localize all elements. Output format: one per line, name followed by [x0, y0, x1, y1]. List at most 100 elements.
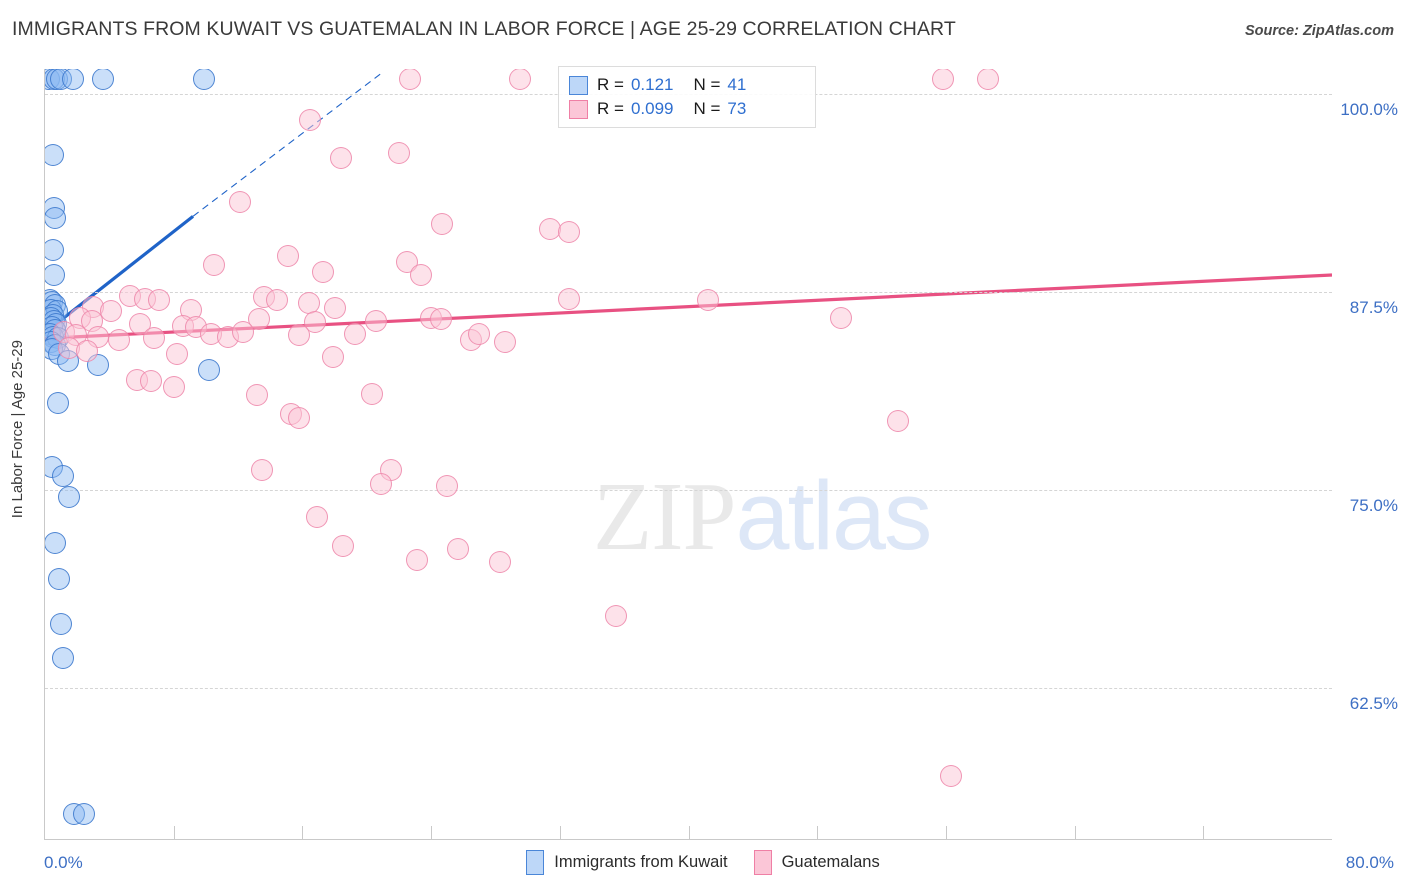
gridline: [45, 688, 1332, 690]
scatter-point-blue: [48, 568, 71, 591]
scatter-point-pink: [265, 289, 288, 312]
scatter-point-pink: [344, 322, 367, 345]
scatter-point-pink: [468, 322, 491, 345]
scatter-point-blue: [45, 531, 66, 554]
x-axis-tick: [945, 826, 947, 839]
stats-row-guatemalans: R = 0.099 N = 73: [569, 97, 805, 121]
n-value-guatemalans: 73: [727, 99, 747, 118]
x-axis-tick: [431, 826, 433, 839]
y-axis-title: In Labor Force | Age 25-29: [9, 340, 26, 519]
scatter-point-blue: [45, 263, 65, 286]
scatter-point-pink: [365, 309, 388, 332]
scatter-point-pink: [387, 141, 410, 164]
scatter-point-pink: [370, 473, 393, 496]
scatter-point-pink: [931, 69, 954, 90]
r-label-guatemalans: R =: [597, 99, 624, 118]
scatter-point-pink: [305, 506, 328, 529]
scatter-point-pink: [288, 324, 311, 347]
scatter-point-blue: [50, 612, 73, 635]
gridline: [45, 490, 1332, 492]
scatter-point-blue: [198, 359, 221, 382]
x-axis-tick: [817, 826, 819, 839]
scatter-point-pink: [405, 549, 428, 572]
scatter-point-blue: [51, 465, 74, 488]
gridline: [45, 292, 1332, 294]
x-axis-tick: [173, 826, 175, 839]
scatter-point-pink: [288, 406, 311, 429]
x-axis-tick: [302, 826, 304, 839]
scatter-point-pink: [330, 146, 352, 169]
scatter-plot-area: ZIPatlas: [44, 69, 1332, 840]
y-axis-tick-label: 100.0%: [1340, 100, 1398, 120]
scatter-point-pink: [976, 69, 999, 90]
scatter-point-pink: [939, 764, 962, 787]
scatter-point-pink: [331, 534, 354, 557]
scatter-point-pink: [410, 263, 433, 286]
source-attribution: Source: ZipAtlas.com: [1244, 23, 1394, 39]
scatter-point-pink: [429, 308, 452, 331]
zipatlas-watermark: ZIPatlas: [593, 467, 932, 565]
scatter-point-pink: [321, 346, 344, 369]
series-legend: Immigrants from Kuwait Guatemalans: [0, 850, 1406, 875]
scatter-point-pink: [299, 108, 322, 131]
scatter-point-blue: [62, 69, 85, 90]
scatter-point-pink: [431, 213, 454, 236]
scatter-point-pink: [143, 327, 166, 350]
x-axis-tick: [1074, 826, 1076, 839]
scatter-point-pink: [276, 244, 299, 267]
scatter-point-pink: [246, 384, 269, 407]
r-value-kuwait: 0.121: [630, 75, 674, 94]
scatter-point-blue: [72, 802, 95, 825]
legend-item-guatemalans[interactable]: Guatemalans: [753, 850, 880, 875]
chart-header: IMMIGRANTS FROM KUWAIT VS GUATEMALAN IN …: [0, 0, 1406, 54]
scatter-point-blue: [51, 647, 74, 670]
scatter-point-pink: [360, 382, 383, 405]
scatter-point-blue: [45, 206, 66, 229]
scatter-point-pink: [489, 550, 512, 573]
scatter-point-pink: [228, 191, 251, 214]
y-axis-tick-label: 62.5%: [1349, 694, 1398, 714]
r-label-kuwait: R =: [597, 75, 624, 94]
scatter-point-pink: [99, 300, 122, 323]
scatter-point-pink: [108, 328, 130, 351]
scatter-point-pink: [886, 409, 909, 432]
n-value-kuwait: 41: [727, 75, 747, 94]
scatter-point-pink: [323, 297, 346, 320]
watermark-atlas: atlas: [735, 461, 933, 570]
scatter-point-pink: [399, 69, 422, 90]
scatter-point-pink: [162, 376, 185, 399]
scatter-point-blue: [45, 143, 65, 166]
scatter-point-pink: [447, 538, 470, 561]
scatter-point-pink: [140, 370, 163, 393]
n-label-guatemalans: N =: [693, 99, 721, 118]
scatter-point-pink: [494, 330, 517, 353]
swatch-pink-icon: [569, 99, 588, 119]
scatter-point-pink: [508, 69, 531, 90]
scatter-point-blue: [46, 392, 69, 415]
scatter-point-pink: [605, 604, 628, 627]
scatter-point-blue: [193, 69, 216, 90]
legend-label-kuwait: Immigrants from Kuwait: [554, 853, 728, 871]
scatter-point-pink: [202, 254, 225, 277]
x-axis-tick: [688, 826, 690, 839]
stats-row-kuwait: R = 0.121 N = 41: [569, 73, 805, 97]
x-axis-label-max: 80.0%: [1345, 853, 1394, 872]
scatter-point-pink: [165, 343, 188, 366]
scatter-point-pink: [830, 306, 853, 329]
y-axis-tick-label: 75.0%: [1349, 496, 1398, 516]
legend-item-kuwait[interactable]: Immigrants from Kuwait: [526, 850, 728, 875]
scatter-point-pink: [312, 260, 335, 283]
watermark-zip: ZIP: [593, 463, 736, 570]
scatter-point-pink: [558, 221, 581, 244]
swatch-blue-icon: [569, 75, 588, 95]
scatter-point-pink: [247, 308, 270, 331]
scatter-point-blue: [58, 485, 81, 508]
scatter-point-pink: [75, 340, 98, 363]
legend-label-guatemalans: Guatemalans: [781, 853, 880, 871]
scatter-point-pink: [436, 474, 459, 497]
scatter-point-pink: [304, 311, 327, 334]
scatter-point-pink: [148, 289, 171, 312]
legend-swatch-kuwait-icon: [526, 850, 545, 875]
legend-swatch-guatemalans-icon: [753, 850, 772, 875]
x-axis-tick: [559, 826, 561, 839]
